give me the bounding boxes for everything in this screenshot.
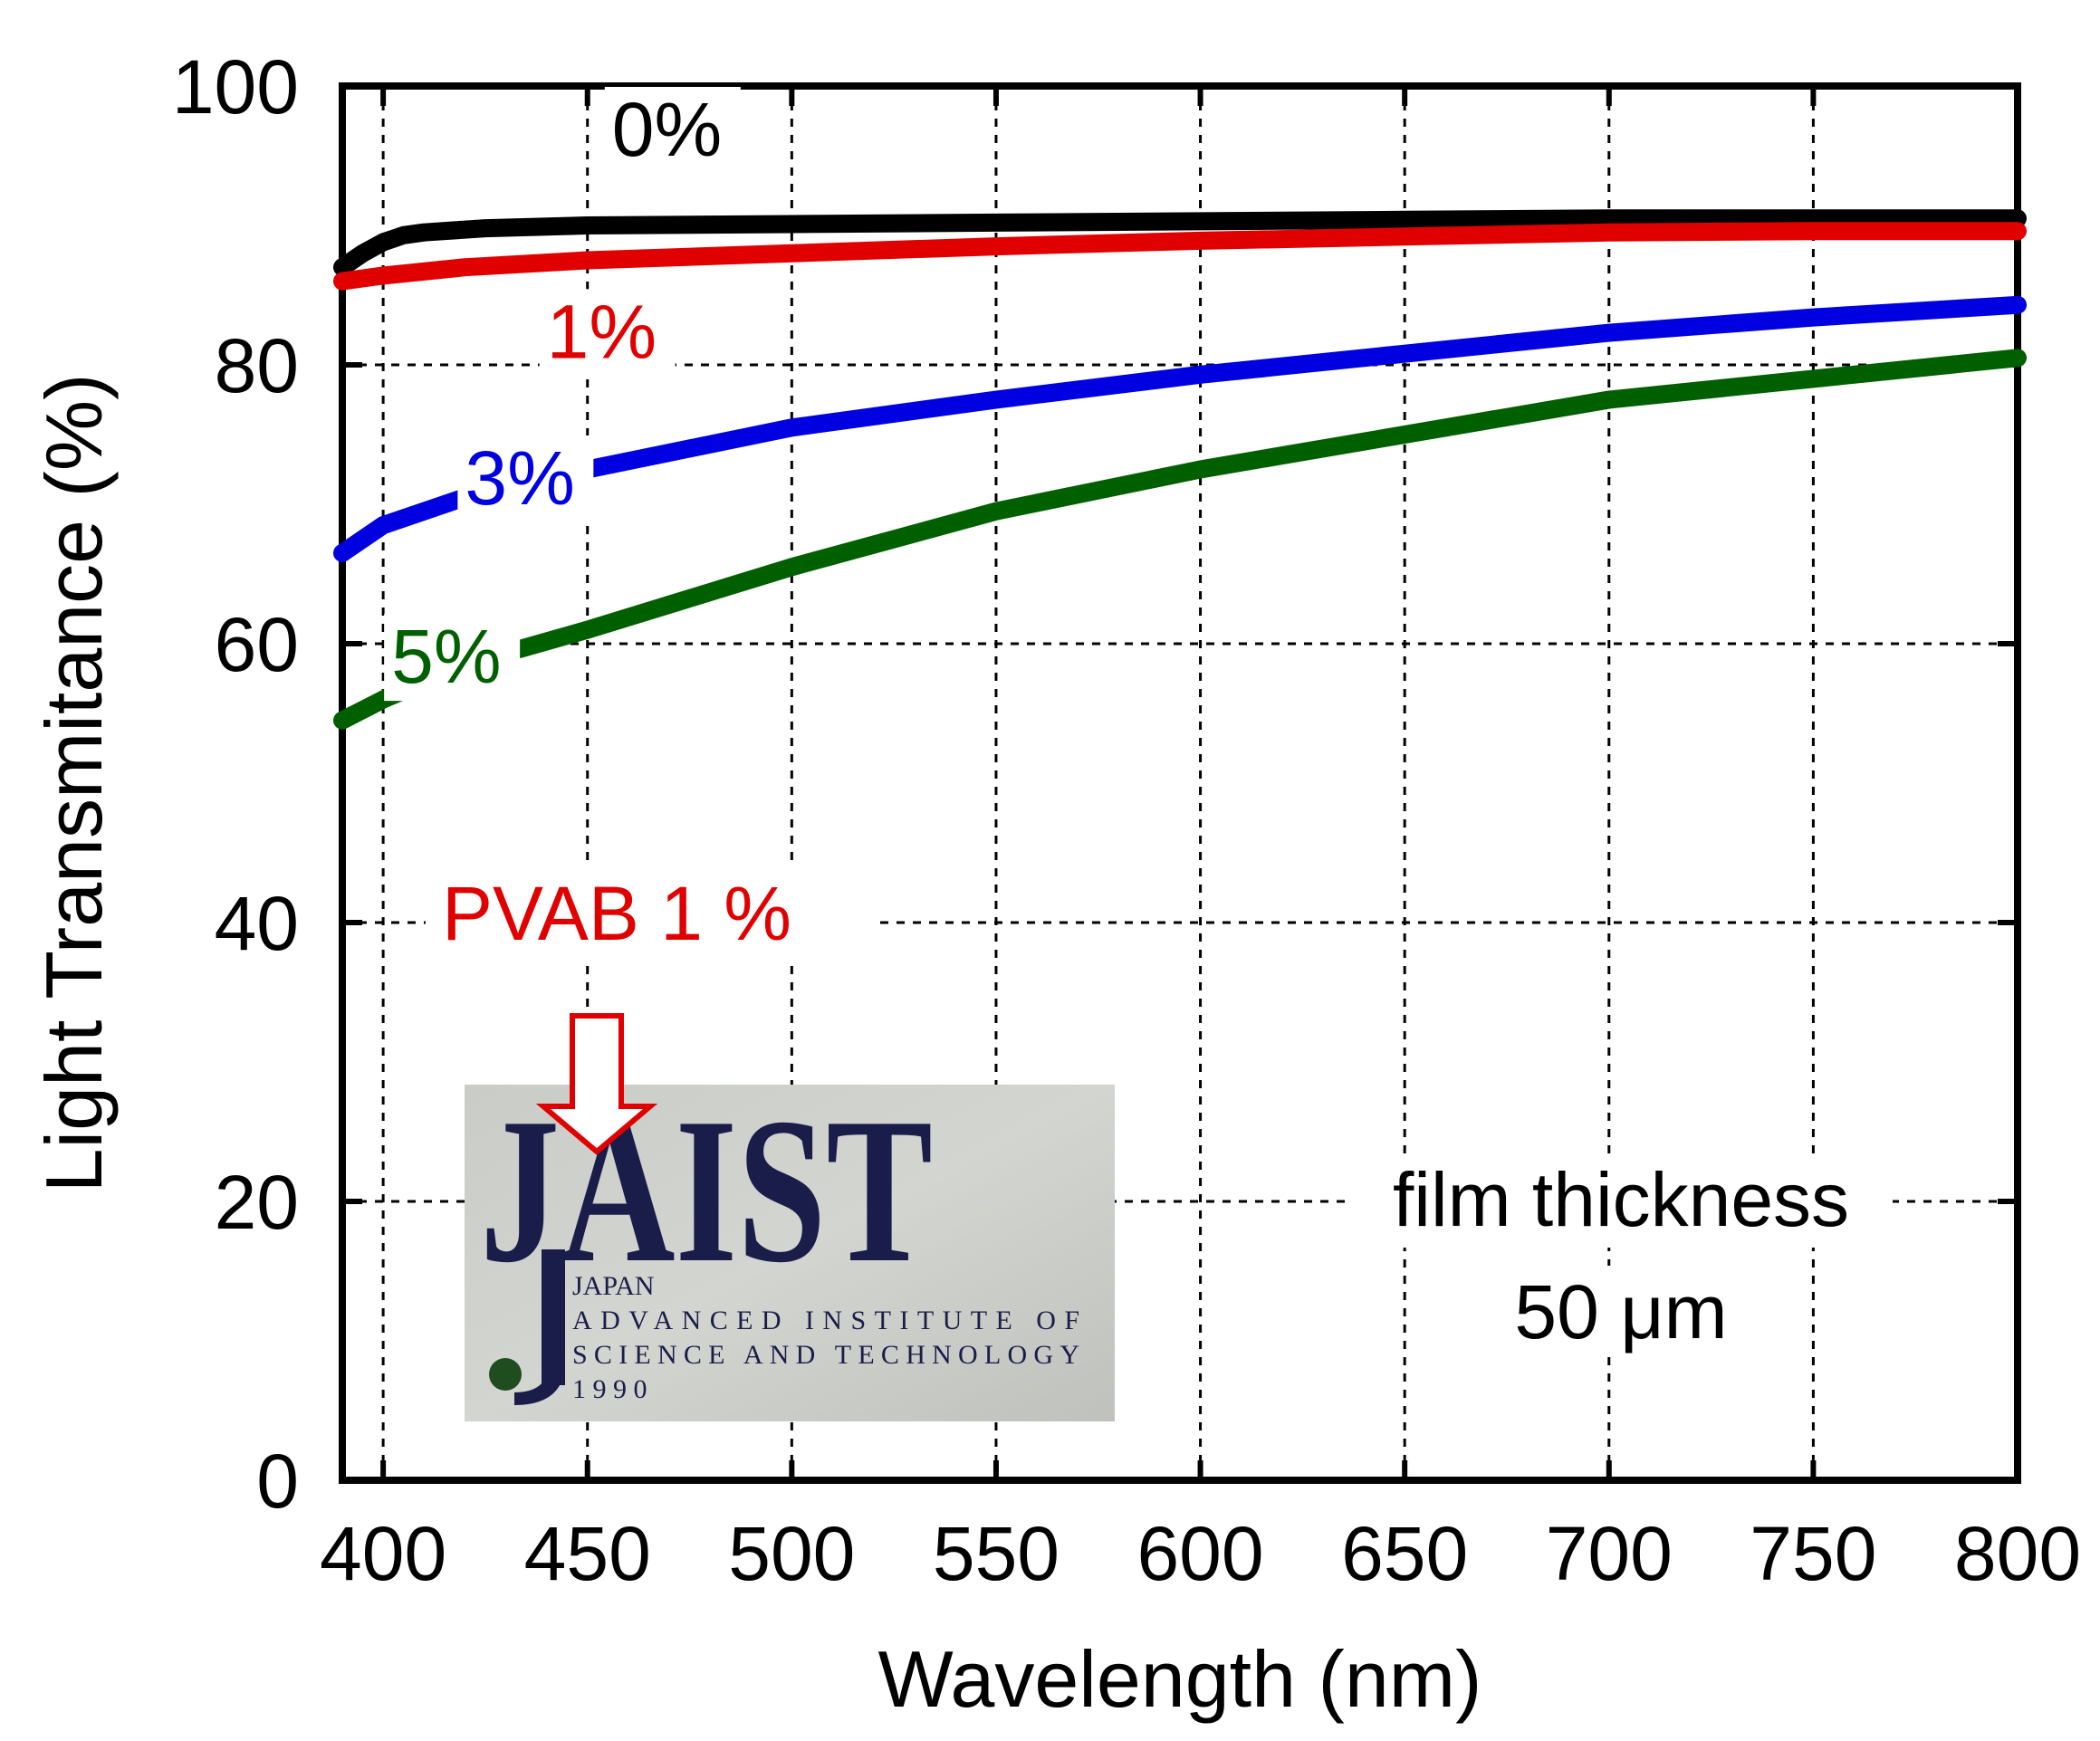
film-thickness-label: film thickness — [1393, 1157, 1849, 1242]
x-tick-label: 550 — [933, 1511, 1060, 1596]
film-label-bg-2 — [1485, 1266, 1766, 1356]
down-arrow-icon — [535, 1013, 658, 1155]
x-axis-title: Wavelength (nm) — [878, 1634, 1482, 1724]
film-thickness-value: 50 μm — [1514, 1269, 1727, 1354]
y-tick-label: 100 — [172, 44, 299, 129]
x-tick-label: 600 — [1136, 1511, 1263, 1596]
series-line-3 — [333, 295, 2027, 562]
series-label-4: 5% — [391, 614, 501, 699]
y-tick-label: 80 — [215, 323, 299, 408]
logo-photo-background — [465, 1085, 1115, 1421]
logo-j-hook — [514, 1365, 565, 1405]
x-tick-label: 400 — [320, 1511, 446, 1596]
logo-green-dot — [489, 1358, 522, 1391]
y-tick-label: 60 — [215, 602, 299, 687]
x-tick-label: 700 — [1546, 1511, 1673, 1596]
y-tick-label: 20 — [215, 1160, 299, 1245]
series-label-3: 3% — [465, 435, 574, 521]
series-line-4 — [333, 349, 2027, 730]
pvab-label: PVAB 1 % — [442, 871, 791, 956]
logo-line-4: 1 9 9 0 — [572, 1374, 647, 1404]
series-label-2: 1% — [547, 289, 657, 374]
series-labels: 0% 1% 3% 5% — [384, 87, 741, 702]
y-tick-label: 0 — [256, 1439, 299, 1524]
series-label-bg — [384, 614, 521, 702]
plot-frame — [339, 82, 2021, 1484]
series-label-bg — [539, 289, 676, 377]
series-label-bg — [457, 435, 594, 522]
y-axis-title: Light Transmitance (%) — [29, 374, 119, 1193]
logo-line-2: ADVANCED INSTITUTE OF — [572, 1306, 1079, 1335]
logo-j-stem — [542, 1249, 565, 1385]
x-tick-label: 450 — [524, 1511, 651, 1596]
series-lines — [333, 209, 2027, 730]
series-line-2 — [333, 222, 2027, 291]
series-label-bg — [604, 87, 741, 174]
y-tick-labels: 0 20 40 60 80 100 — [172, 44, 299, 1524]
axis-ticks — [342, 83, 2020, 1483]
x-tick-label: 800 — [1954, 1511, 2081, 1596]
pvab-label-bg — [426, 865, 878, 962]
y-tick-label: 40 — [215, 881, 299, 966]
logo-line-1: JAPAN — [572, 1271, 655, 1301]
logo-line-3: SCIENCE AND TECHNOLOGY — [572, 1340, 1079, 1370]
x-tick-label: 500 — [728, 1511, 855, 1596]
inset-logo-photo: JAIST JAPAN ADVANCED INSTITUTE OF SCIENC… — [465, 1075, 1115, 1421]
series-line-1 — [333, 209, 2027, 277]
x-tick-label: 750 — [1750, 1511, 1876, 1596]
x-tick-labels: 400 450 500 550 600 650 700 750 800 — [320, 1511, 2081, 1596]
x-tick-label: 650 — [1341, 1511, 1468, 1596]
series-label-1: 0% — [612, 87, 722, 172]
film-label-bg — [1349, 1157, 1893, 1248]
